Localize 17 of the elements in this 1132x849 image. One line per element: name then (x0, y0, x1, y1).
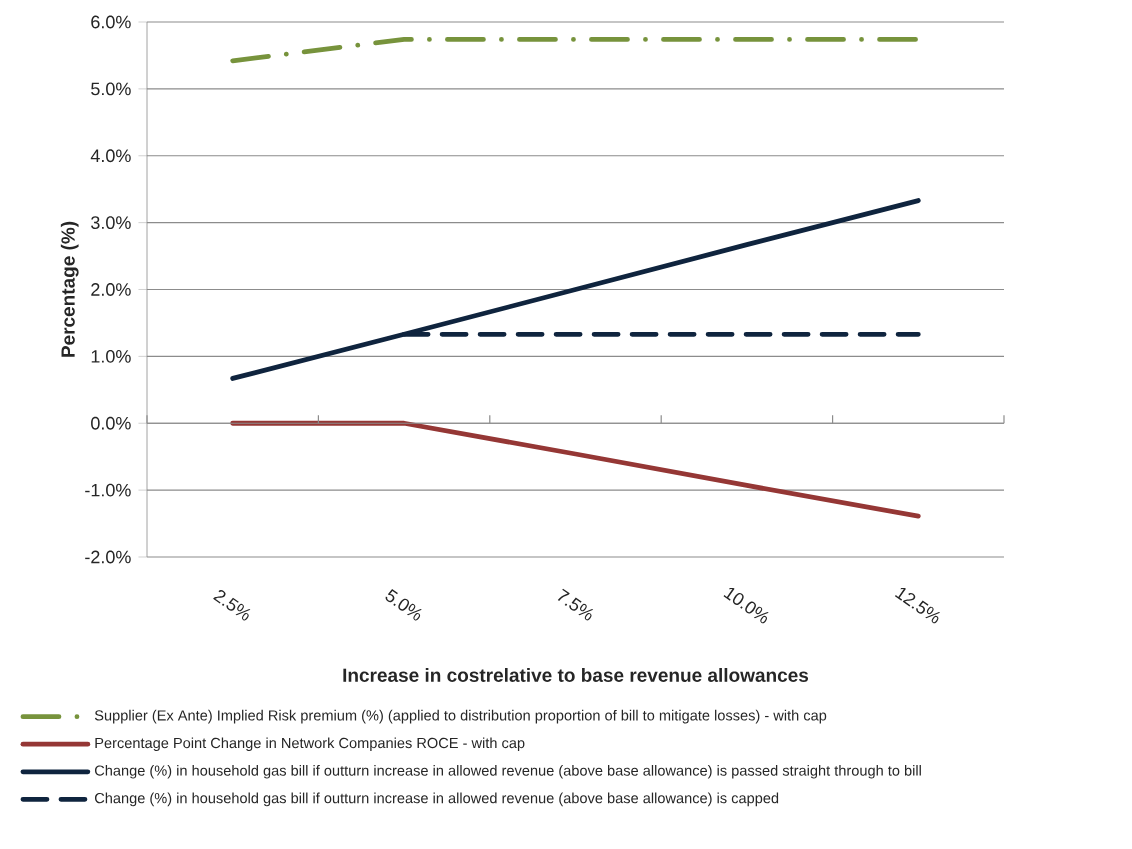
y-tick-label: 5.0% (91, 82, 131, 96)
legend-label: Percentage Point Change in Network Companies ROCE - with cap (95, 737, 525, 752)
y-tick-label: -2.0% (85, 550, 131, 564)
y-tick-label: -1.0% (85, 483, 131, 497)
legend-label: Supplier (Ex Ante) Implied Risk premium (%) (applied to distribution proportion of bill to mitigate losses) - with cap (94, 709, 827, 724)
y-tick-label: 0.0% (91, 416, 131, 430)
legend-label: Change (%) in household gas bill if outturn increase in allowed revenue (above base allowance) is passed straight through to bill (94, 765, 921, 779)
y-tick-label: 6.0% (91, 15, 131, 29)
y-tick-label: 1.0% (91, 349, 131, 363)
y-tick-label: 2.0% (91, 283, 131, 296)
line-series (230, 198, 921, 381)
x-axis-title: Increase in costrelative to base revenue allowances (343, 668, 809, 682)
line-series (230, 420, 921, 519)
y-tick-label: 3.0% (91, 216, 131, 230)
y-tick-label: 4.0% (90, 149, 131, 163)
y-axis-title: Percentage (%) (60, 221, 79, 357)
legend-label: Change (%) in household gas bill if outturn increase in allowed revenue (above base allowance) is capped (94, 792, 779, 807)
